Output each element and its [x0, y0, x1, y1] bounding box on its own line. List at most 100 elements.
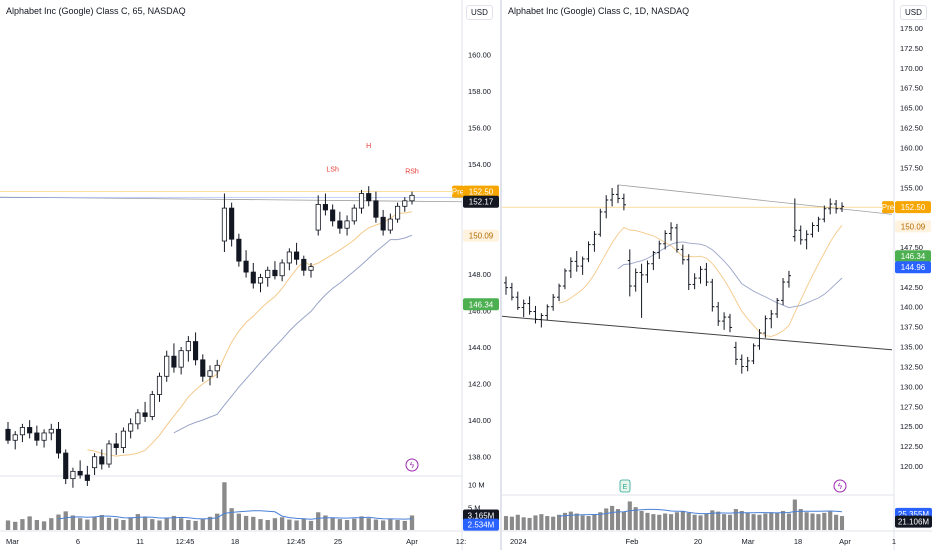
candle-body — [279, 262, 285, 277]
date-tick-label: 1 — [892, 537, 896, 546]
date-tick-label: 12:45 — [176, 537, 195, 546]
candle-body — [337, 220, 343, 229]
volume-ma-line — [58, 510, 413, 520]
candle-body — [207, 370, 213, 377]
volume-bar — [621, 511, 626, 530]
price-tick-label: 130.00 — [900, 382, 923, 391]
replay-icon-glyph: ϟ — [838, 482, 843, 491]
left-chart-pane[interactable]: Alphabet Inc (Google) Class C, 65, NASDA… — [0, 0, 500, 550]
volume-bar — [27, 516, 32, 530]
volume-bar — [34, 520, 40, 530]
ma-fast-badge-bg — [463, 229, 499, 242]
volume-bar — [745, 512, 750, 530]
price-tick-label: 135.00 — [900, 343, 923, 352]
volume-bar — [265, 520, 270, 530]
volume-bar — [668, 514, 674, 530]
volume-bar — [316, 512, 321, 530]
candle-body — [48, 428, 54, 434]
volume-bar — [722, 514, 727, 530]
candle-body — [19, 427, 25, 436]
pre-tag-bg — [452, 185, 464, 198]
volume-bar — [70, 515, 76, 530]
price-tick-label: 160.00 — [468, 51, 491, 60]
volume-bar — [680, 510, 685, 530]
candle-body — [34, 432, 40, 441]
volume-bar — [503, 516, 509, 530]
candle-body — [214, 364, 220, 372]
price-tick-label: 162.50 — [900, 124, 923, 133]
volume-bar — [142, 516, 148, 530]
volume-ma-line — [559, 508, 843, 517]
right-chart-canvas[interactable]: 175.00 172.50 170.00 167.50 165.00 162.50 160.… — [502, 0, 932, 550]
volume-ma-badge: 2.534M — [468, 521, 495, 530]
candle-body — [236, 238, 242, 262]
ma-slow-line — [173, 234, 413, 434]
date-tick-label: 25 — [334, 537, 342, 546]
volume-bar — [645, 512, 650, 530]
left-currency-button[interactable]: USD — [466, 5, 493, 20]
volume-bar — [562, 512, 568, 530]
pane-divider[interactable] — [500, 0, 502, 550]
volume-bar — [816, 514, 821, 530]
candle-body — [193, 341, 199, 361]
date-tick-label: 12:45 — [287, 537, 306, 546]
volume-bar — [178, 518, 184, 530]
volume-bar — [409, 515, 415, 530]
volume-bar — [243, 515, 249, 530]
price-tick-label: 156.00 — [468, 124, 491, 133]
candle-body — [250, 271, 256, 284]
right-currency-button[interactable]: USD — [900, 5, 927, 20]
volume-bar — [157, 520, 162, 530]
price-tick-label: 127.50 — [900, 402, 923, 411]
volume-bar — [92, 516, 97, 530]
volume-bar — [533, 515, 538, 530]
price-tick-label: 140.00 — [468, 416, 491, 425]
price-tick-label: 160.00 — [900, 143, 923, 152]
volume-bar — [663, 513, 668, 530]
volume-value-badge-bg — [463, 509, 499, 522]
volume-bar — [810, 513, 815, 530]
candle-body — [272, 269, 278, 277]
price-tick-label: 142.00 — [468, 380, 491, 389]
volume-bar — [574, 513, 579, 530]
volume-bar — [657, 514, 662, 530]
volume-bar — [639, 510, 644, 530]
price-tick-label: 155.00 — [900, 183, 923, 192]
right-chart-pane[interactable]: Alphabet Inc (Google) Class C, 1D, NASDA… — [502, 0, 932, 550]
candle-body — [135, 412, 141, 425]
volume-tick-label: 10 M — [468, 481, 485, 490]
candle-body — [12, 434, 18, 441]
volume-bar — [380, 520, 386, 530]
volume-bar — [287, 519, 292, 530]
volume-bar — [651, 514, 656, 530]
candle-body — [171, 355, 177, 368]
price-tick-label: 138.00 — [468, 453, 491, 462]
ma-third-badge: 144.96 — [901, 263, 926, 272]
date-tick-label: 12: — [456, 537, 466, 546]
left-chart-canvas[interactable]: 160.00158.00156.00154.00152.00150.00148.… — [0, 0, 500, 550]
candle-body — [330, 209, 336, 222]
replay-icon-glyph: ϟ — [410, 461, 415, 470]
price-tick-label: 175.00 — [900, 24, 923, 33]
volume-bar — [545, 516, 550, 530]
volume-bar — [308, 520, 314, 530]
volume-bar — [839, 516, 845, 530]
candle-body — [106, 443, 112, 465]
ma-fast-badge-bg — [895, 220, 931, 233]
volume-bar — [586, 516, 591, 530]
last-price-badge: 152.17 — [469, 198, 494, 207]
candle-body — [221, 207, 227, 242]
volume-bar — [215, 513, 220, 530]
volume-bar — [692, 514, 697, 530]
volume-bar — [739, 510, 744, 530]
volume-bar — [373, 519, 379, 530]
volume-bar — [366, 518, 371, 530]
ma-slow-line — [617, 241, 843, 309]
volume-bar — [106, 517, 112, 530]
volume-bar — [171, 515, 177, 530]
candle-body — [402, 200, 408, 207]
lower-trendline — [502, 315, 893, 351]
volume-bar — [236, 513, 242, 530]
ma-fast-line — [87, 211, 413, 457]
candle-body — [301, 258, 307, 271]
